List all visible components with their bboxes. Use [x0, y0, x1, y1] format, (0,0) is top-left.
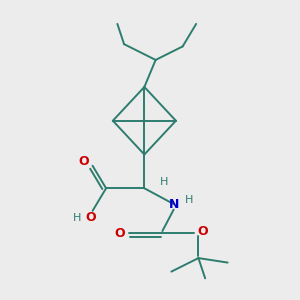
- Text: H: H: [73, 213, 81, 223]
- Text: H: H: [185, 194, 194, 205]
- Text: O: O: [114, 227, 125, 240]
- Text: O: O: [78, 155, 89, 168]
- Text: N: N: [169, 197, 179, 211]
- Text: O: O: [198, 225, 208, 238]
- Text: H: H: [160, 176, 169, 187]
- Text: O: O: [85, 211, 96, 224]
